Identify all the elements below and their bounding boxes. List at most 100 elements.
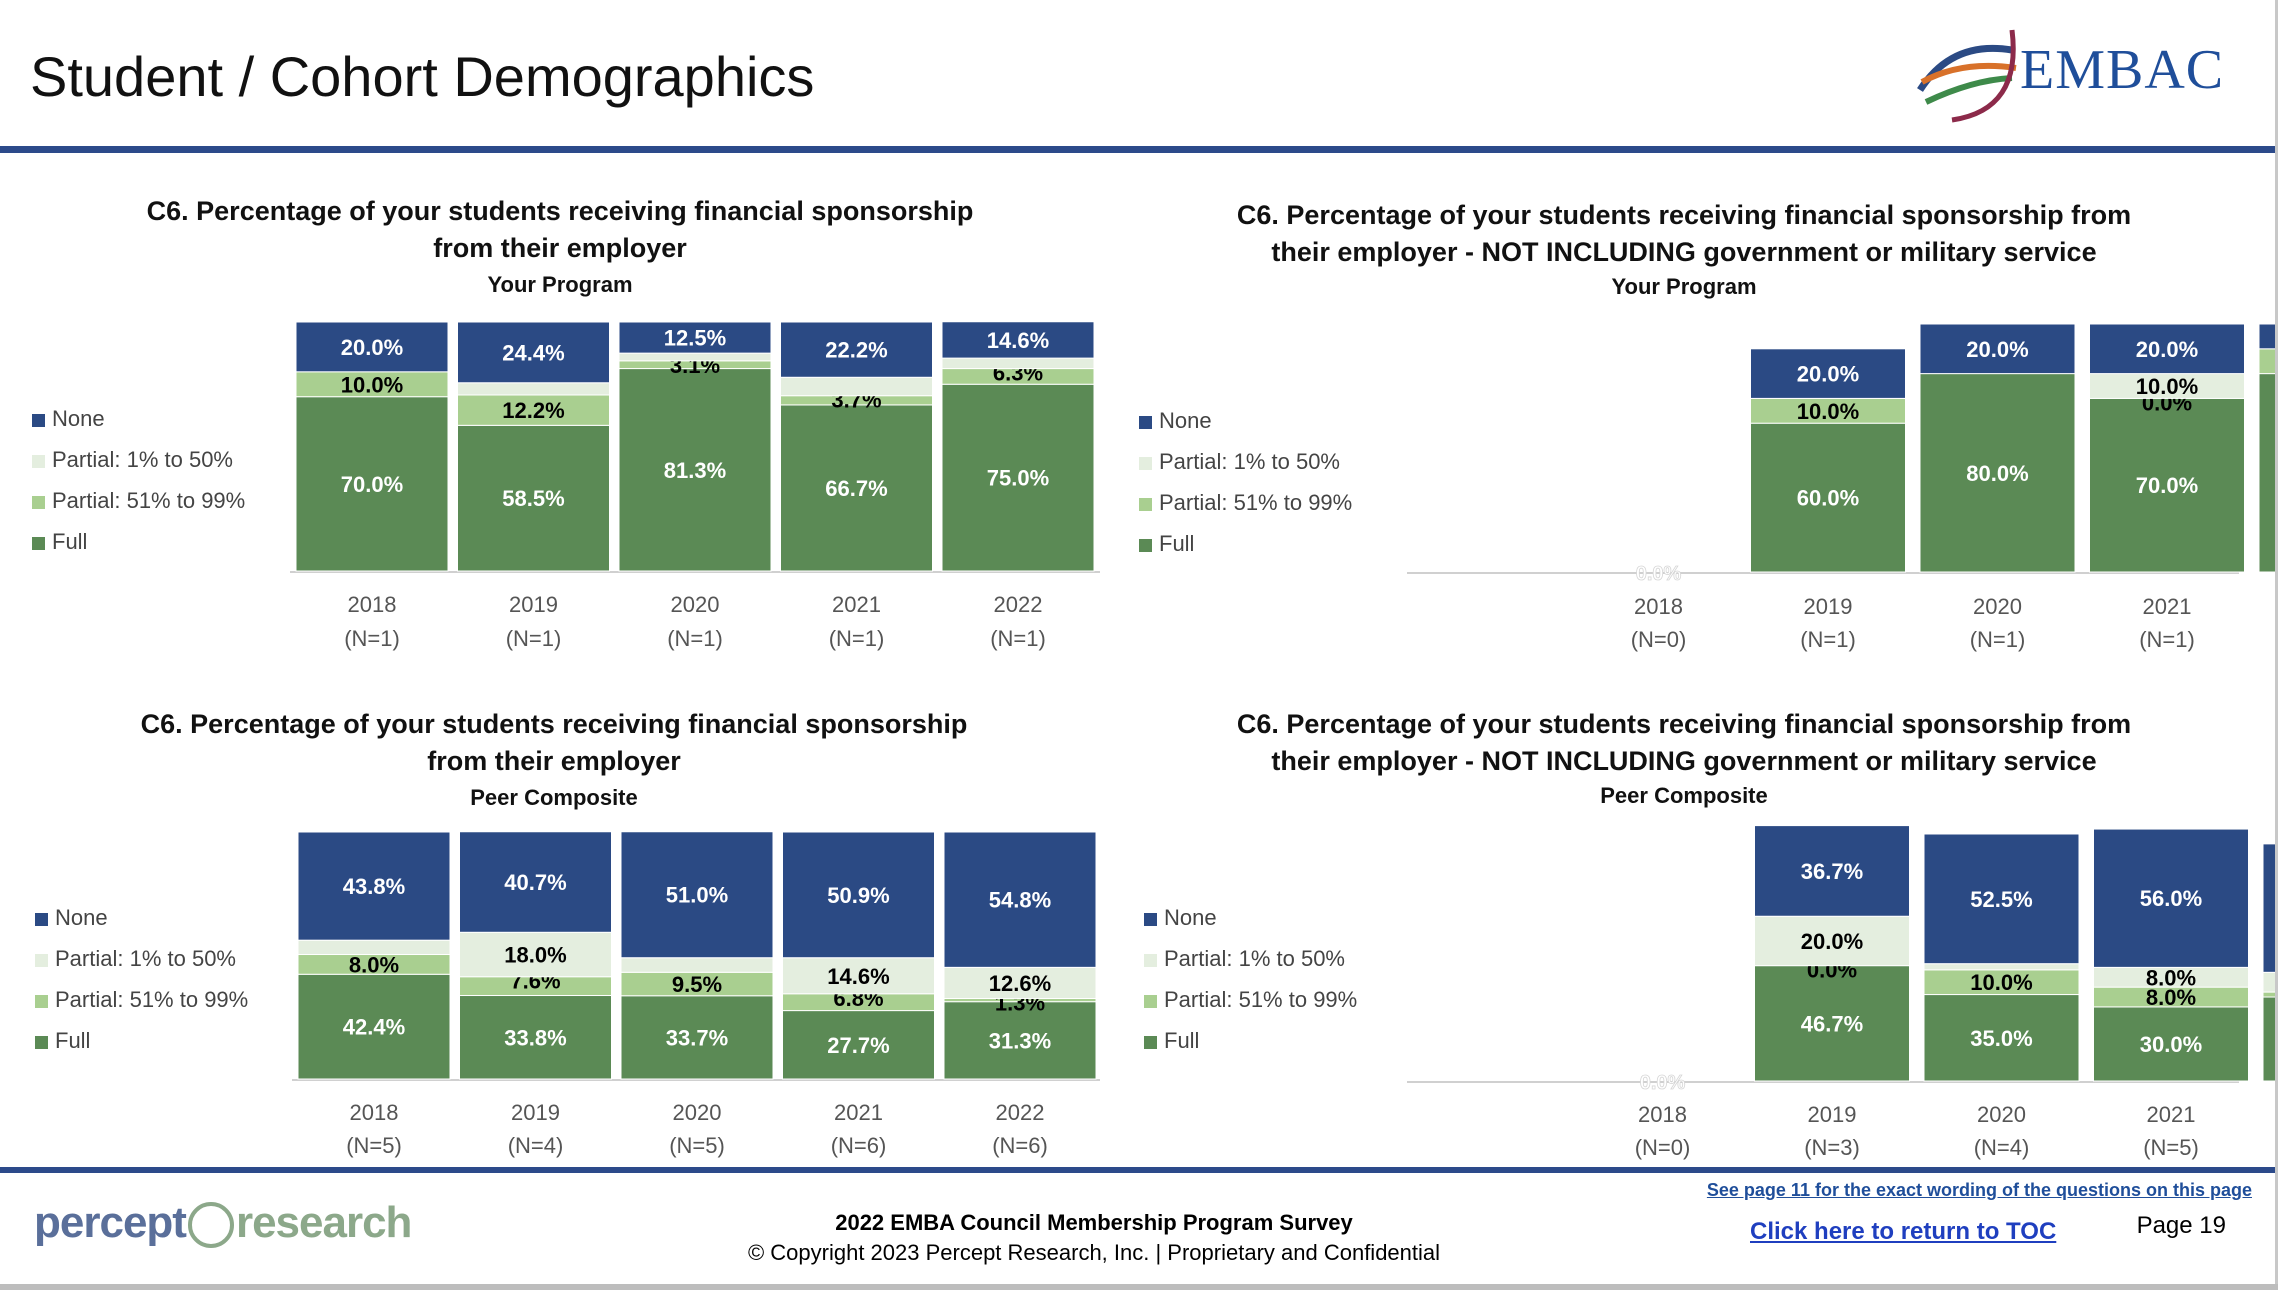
embac-logo: EMBAC (1912, 20, 2242, 130)
data-label-full-2021: 27.7% (827, 1033, 889, 1058)
legend-label-partial-51-to-99: Partial: 51% to 99% (55, 987, 248, 1012)
data-label-none-2020: 20.0% (1966, 337, 2028, 362)
data-label-full-2021: 30.0% (2140, 1032, 2202, 1057)
chart-title-line: from their employer (433, 233, 687, 263)
chart-title-line: C6. Percentage of your students receivin… (1237, 709, 2131, 739)
data-label-partial-1-to-50-2021: 10.0% (2136, 374, 2198, 399)
legend-label-partial-1-to-50: Partial: 1% to 50% (1164, 946, 1345, 971)
data-label-empty-2018: 0.0% (1640, 1072, 1686, 1094)
data-label-full-2018: 70.0% (341, 472, 403, 497)
data-label-none-2020: 52.5% (1970, 887, 2032, 912)
x-tick-n-label-2022: (N=1) (990, 626, 1046, 651)
bar-full-2021 (782, 1010, 935, 1080)
legend-swatch-none (32, 414, 45, 427)
legend-swatch-partial-51-to-99 (32, 496, 45, 509)
data-label-none-2019: 20.0% (1797, 362, 1859, 387)
legend-label-partial-1-to-50: Partial: 1% to 50% (52, 447, 233, 472)
x-tick-label-2018: 2018 (1634, 594, 1683, 619)
chart-title-line: C6. Percentage of your students receivin… (141, 709, 968, 739)
x-tick-n-label-2018: (N=0) (1631, 627, 1687, 652)
bar-partial-51-to-99-2022 (2262, 991, 2278, 998)
legend-swatch-partial-1-to-50 (35, 954, 48, 967)
data-label-none-2019: 36.7% (1801, 859, 1863, 884)
x-tick-n-label-2022: (N=6) (992, 1133, 1048, 1158)
data-label-full-2020: 80.0% (1966, 461, 2028, 486)
x-tick-label-2020: 2020 (1973, 594, 2022, 619)
copyright: © Copyright 2023 Percept Research, Inc. … (747, 1240, 1441, 1265)
legend-swatch-none (1139, 416, 1152, 429)
data-label-none-2022: 54.8% (989, 888, 1051, 913)
footer-rule (0, 1167, 2278, 1173)
data-label-partial-1-to-50-2019: 18.0% (504, 943, 566, 968)
bar-none-2020 (618, 321, 772, 354)
data-label-full-2019: 60.0% (1797, 486, 1859, 511)
data-label-partial-1-to-50-2021: 14.6% (827, 964, 889, 989)
data-label-partial-51-to-99-2021: 8.0% (2146, 985, 2196, 1010)
x-tick-n-label-2020: (N=4) (1974, 1135, 2030, 1160)
chart-title-line: their employer - NOT INCLUDING governmen… (1271, 746, 2096, 776)
x-tick-n-label-2018: (N=5) (346, 1133, 402, 1158)
data-label-none-2018: 43.8% (343, 874, 405, 899)
bar-full-2022 (2262, 996, 2278, 1082)
x-tick-n-label-2021: (N=6) (831, 1133, 887, 1158)
bar-full-2020 (1919, 373, 2076, 573)
x-tick-label-2020: 2020 (1977, 1102, 2026, 1127)
page-number: Page 19 (2136, 1212, 2226, 1239)
percept-research-logo: percept research (34, 1198, 412, 1249)
x-tick-label-2018: 2018 (350, 1100, 399, 1125)
bar-none-2022 (2258, 323, 2278, 350)
bar-full-2021 (2089, 397, 2245, 573)
bar-none-2020 (620, 831, 774, 959)
legend-swatch-partial-51-to-99 (1144, 995, 1157, 1008)
data-label-none-2019: 40.7% (504, 870, 566, 895)
data-label-partial-51-to-99-2018: 10.0% (341, 372, 403, 397)
chart-title-line: their employer - NOT INCLUDING governmen… (1271, 237, 2096, 267)
bar-partial-1-to-50-2019 (459, 931, 612, 978)
data-label-partial-1-to-50-2022: 12.6% (989, 971, 1051, 996)
see-page-link[interactable]: See page 11 for the exact wording of the… (1706, 1180, 2252, 1200)
legend-label-full: Full (52, 529, 87, 554)
legend-label-full: Full (1164, 1028, 1199, 1053)
chart-subtitle: Your Program (1611, 274, 1756, 299)
bar-none-2021 (780, 321, 933, 378)
legend-swatch-partial-1-to-50 (1144, 954, 1157, 967)
bar-none-2022 (2262, 843, 2278, 973)
bar-full-2022 (941, 383, 1095, 572)
x-tick-n-label-2019: (N=4) (508, 1133, 564, 1158)
chart-peer-composite-excl-gov: C6. Percentage of your students receivin… (1139, 697, 2278, 1167)
legend-label-none: None (55, 905, 108, 930)
bar-partial-51-to-99-2019 (457, 394, 610, 426)
data-label-full-2018: 42.4% (343, 1015, 405, 1040)
logo-text-research: research (235, 1198, 412, 1247)
bar-full-2021 (2093, 1006, 2249, 1082)
chart-title-line: C6. Percentage of your students receivin… (1237, 200, 2131, 230)
legend-swatch-partial-51-to-99 (35, 995, 48, 1008)
bar-partial-51-to-99-2019 (1750, 397, 1906, 424)
bar-partial-1-to-50-2021 (782, 957, 935, 995)
bar-full-2019 (459, 995, 612, 1080)
legend-swatch-full (1144, 1036, 1157, 1049)
data-label-none-2021: 56.0% (2140, 886, 2202, 911)
data-label-none-2021: 22.2% (825, 338, 887, 363)
data-label-full-2021: 70.0% (2136, 473, 2198, 498)
legend-swatch-full (1139, 539, 1152, 552)
chart-subtitle: Your Program (487, 272, 632, 297)
data-label-partial-51-to-99-2019: 12.2% (502, 398, 564, 423)
legend-label-none: None (1159, 408, 1212, 433)
x-tick-n-label-2018: (N=1) (344, 626, 400, 651)
x-tick-label-2022: 2022 (996, 1100, 1045, 1125)
bar-partial-51-to-99-2018 (295, 371, 449, 398)
data-label-full-2021: 66.7% (825, 476, 887, 501)
chart-svg: C6. Percentage of your students receivin… (32, 196, 1100, 651)
return-to-toc-link[interactable]: Click here to return to TOC (1750, 1218, 2057, 1245)
chart-svg: C6. Percentage of your students receivin… (1139, 200, 2278, 652)
bar-none-2019 (457, 321, 610, 384)
x-tick-label-2021: 2021 (834, 1100, 883, 1125)
frame-edge-bottom (0, 1284, 2278, 1290)
chart-subtitle: Peer Composite (470, 785, 638, 810)
x-tick-label-2022: 2022 (994, 592, 1043, 617)
data-label-full-2020: 33.7% (666, 1025, 728, 1050)
bar-full-2022 (2258, 373, 2278, 573)
bar-partial-1-to-50-2022 (943, 966, 1097, 999)
bar-full-2020 (620, 995, 774, 1080)
